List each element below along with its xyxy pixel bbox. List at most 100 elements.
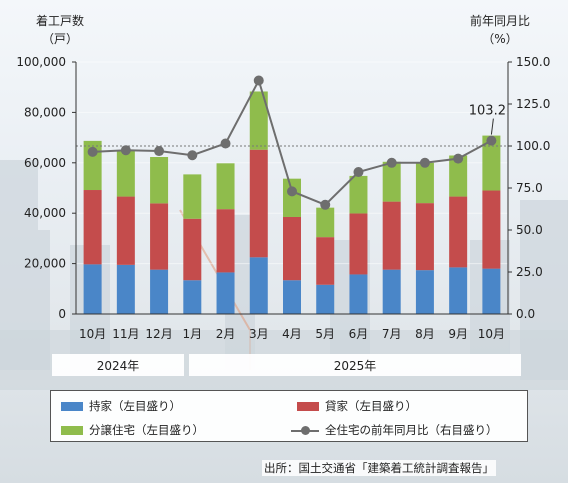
bar-rental <box>216 209 235 273</box>
legend-label-rental: 貸家（左目盛り） <box>325 399 417 413</box>
bar-condo <box>316 207 335 238</box>
bar-condo <box>482 135 501 191</box>
yoy-point <box>353 167 364 178</box>
right-tick-label: 75.0 <box>516 181 543 195</box>
bar-condo <box>249 91 268 150</box>
bar-owned <box>415 270 434 314</box>
left-tick-label: 0 <box>58 307 66 321</box>
bar-owned <box>83 264 102 314</box>
yoy-point <box>287 186 297 197</box>
right-axis-title-line2: （%） <box>482 32 518 46</box>
right-axis-title-line1: 前年同月比 <box>470 14 531 28</box>
yoy-annotation-label: 103.2 <box>469 104 506 119</box>
bar-condo <box>449 155 468 197</box>
yoy-point <box>120 145 131 156</box>
bar-rental <box>83 190 102 265</box>
left-axis-title: 着工戸数 （戸） <box>36 14 84 46</box>
bar-owned <box>316 284 335 314</box>
right-tick-label: 125.0 <box>516 97 550 111</box>
legend-swatch-condo <box>61 425 83 435</box>
legend-swatch-owned <box>61 401 83 411</box>
right-tick-label: 50.0 <box>516 223 543 237</box>
bar-owned <box>349 274 368 314</box>
right-tick-label: 150.0 <box>516 55 550 69</box>
legend-swatch-yoy <box>291 425 319 435</box>
x-tick-label: 3月 <box>249 327 269 341</box>
yoy-point <box>253 75 264 86</box>
bar-owned <box>150 269 169 314</box>
bar-rental <box>449 196 468 268</box>
year-label-2025: 2025年 <box>334 359 377 373</box>
left-tick-label: 40,000 <box>24 206 66 220</box>
bar-rental <box>349 213 368 275</box>
right-tick-label: 100.0 <box>516 139 550 153</box>
legend-item-rental: 貸家（左目盛り） <box>297 398 417 414</box>
left-axis-title-line1: 着工戸数 <box>36 14 85 28</box>
left-axis-title-line2: （戸） <box>42 32 79 46</box>
x-tick-label: 7月 <box>382 327 402 341</box>
legend-label-condo: 分譲住宅（左目盛り） <box>89 423 204 437</box>
legend-label-yoy: 全住宅の前年同月比（右目盛り） <box>325 423 498 437</box>
bar-rental <box>283 216 301 281</box>
x-tick-label: 8月 <box>415 327 435 341</box>
legend-item-yoy: 全住宅の前年同月比（右目盛り） <box>291 422 498 438</box>
bar-owned <box>382 269 401 314</box>
left-tick-label: 20,000 <box>24 257 66 271</box>
left-tick-label: 100,000 <box>16 55 66 69</box>
bar-condo <box>150 157 169 204</box>
bar-rental <box>415 203 434 271</box>
bar-owned <box>183 280 202 314</box>
source-note: 出所：国土交通省「建築着工統計調査報告」 <box>262 460 496 476</box>
yoy-point <box>320 199 331 210</box>
x-tick-label: 10月 <box>79 327 106 341</box>
yoy-point <box>220 138 231 149</box>
bar-owned <box>449 267 468 314</box>
x-tick-label: 12月 <box>145 327 172 341</box>
bar-condo <box>116 150 135 197</box>
x-tick-label: 5月 <box>315 327 335 341</box>
yoy-point <box>154 146 165 157</box>
bar-owned <box>482 268 501 314</box>
bar-rental <box>316 237 335 285</box>
yoy-point <box>87 146 98 157</box>
bar-rental <box>116 196 135 265</box>
bar-condo <box>183 174 202 219</box>
x-tick-label: 11月 <box>112 327 139 341</box>
yoy-point <box>187 150 198 161</box>
legend-item-owned: 持家（左目盛り） <box>61 398 181 414</box>
annotation-leader <box>490 118 494 135</box>
x-tick-label: 2月 <box>216 327 236 341</box>
bar-condo <box>349 175 368 214</box>
right-axis-title: 前年同月比 （%） <box>470 14 530 46</box>
left-tick-label: 80,000 <box>24 105 66 119</box>
bar-rental <box>183 218 202 281</box>
x-tick-label: 6月 <box>349 327 369 341</box>
year-band-2025 <box>189 354 521 376</box>
year-label-2024: 2024年 <box>97 359 140 373</box>
right-tick-label: 25.0 <box>516 265 543 279</box>
left-tick-label: 60,000 <box>24 156 66 170</box>
bar-owned <box>216 272 235 314</box>
x-tick-label: 4月 <box>282 327 302 341</box>
yoy-point <box>453 153 464 164</box>
legend-item-condo: 分譲住宅（左目盛り） <box>61 422 204 438</box>
yoy-point <box>419 157 430 168</box>
bar-rental <box>482 190 501 269</box>
bar-owned <box>116 264 135 314</box>
bar-condo <box>283 178 301 217</box>
bar-owned <box>249 257 268 314</box>
x-tick-label: 1月 <box>182 327 202 341</box>
yoy-point <box>486 135 497 146</box>
bar-condo <box>415 162 434 204</box>
legend-label-owned: 持家（左目盛り） <box>89 399 181 413</box>
bar-condo <box>216 163 235 210</box>
legend: 持家（左目盛り） 貸家（左目盛り） 分譲住宅（左目盛り） 全住宅の前年同月比（右… <box>50 390 528 442</box>
year-band-2024 <box>52 354 184 376</box>
x-tick-label: 9月 <box>448 327 468 341</box>
right-tick-label: 0.0 <box>516 307 535 321</box>
bar-owned <box>283 280 301 314</box>
bar-rental <box>382 201 401 270</box>
bar-condo <box>382 161 401 202</box>
yoy-point <box>386 157 397 168</box>
